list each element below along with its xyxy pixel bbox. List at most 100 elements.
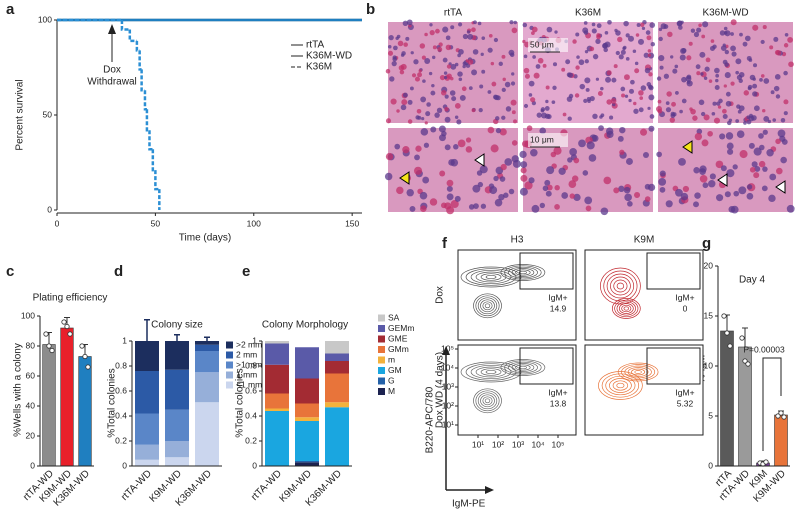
cell	[742, 41, 748, 47]
cell	[498, 193, 505, 201]
data-point	[739, 335, 745, 341]
data-point	[763, 459, 769, 465]
cell	[400, 104, 407, 111]
cell	[521, 140, 529, 148]
cell	[747, 86, 752, 91]
cell	[780, 117, 786, 123]
data-point	[781, 414, 787, 420]
contour	[484, 398, 491, 404]
y-axis-label: %Wells with a colony	[13, 343, 24, 437]
y-tick-label: 0	[708, 460, 713, 470]
cell	[617, 36, 623, 43]
cell	[481, 36, 486, 40]
bar-segment	[195, 344, 219, 351]
cell	[641, 26, 646, 31]
y-tick-label: 80	[26, 340, 36, 350]
bar	[42, 344, 56, 467]
cell	[627, 201, 633, 207]
cell	[736, 74, 743, 81]
contour	[609, 378, 632, 393]
cell	[401, 51, 406, 56]
cell	[493, 175, 499, 182]
cell	[679, 54, 686, 61]
legend-label: G	[388, 375, 395, 385]
cell	[753, 172, 760, 179]
gate	[519, 252, 574, 290]
bar-segment	[195, 351, 219, 373]
cell	[702, 182, 709, 189]
contour	[475, 271, 507, 283]
cell	[567, 157, 573, 163]
row-label: Dox	[435, 286, 446, 304]
arrowhead	[682, 140, 693, 154]
axis-arrow	[445, 352, 488, 491]
cell	[494, 198, 503, 207]
cell	[744, 35, 751, 42]
cell	[504, 81, 511, 88]
cell	[591, 28, 597, 34]
scale-bar-label: 50 μm	[530, 39, 554, 49]
cell	[658, 177, 667, 186]
gate	[519, 347, 574, 385]
cell	[624, 94, 629, 98]
cell	[665, 200, 673, 208]
annotation: Dox	[103, 65, 121, 76]
cell	[519, 187, 528, 196]
cell	[544, 106, 550, 111]
cell	[725, 132, 734, 140]
row-label: Dox WD (4 days)	[435, 352, 446, 428]
cell	[420, 128, 429, 136]
cell	[763, 116, 770, 122]
cell	[524, 181, 533, 190]
step-segment	[128, 29, 137, 43]
cell	[702, 21, 709, 28]
cell	[528, 93, 533, 97]
cell	[645, 30, 651, 35]
cell	[649, 114, 655, 119]
cell	[505, 106, 512, 112]
cell	[445, 35, 451, 41]
cell	[640, 22, 645, 28]
cell	[542, 185, 549, 192]
cell	[699, 174, 708, 183]
cell	[719, 30, 726, 36]
cell	[720, 45, 727, 52]
cell	[420, 96, 427, 103]
data-point	[82, 353, 88, 360]
step-segment	[140, 69, 145, 92]
cell	[533, 72, 540, 79]
cell	[465, 146, 473, 153]
cell	[450, 199, 459, 209]
cell	[624, 193, 632, 202]
contour	[611, 298, 641, 319]
gate-label: IgM+	[548, 387, 567, 397]
cell	[738, 186, 747, 195]
cell	[726, 120, 732, 126]
cell	[780, 156, 787, 164]
y-tick-label: 0.2	[245, 435, 257, 445]
cell	[603, 47, 608, 53]
cell	[413, 59, 419, 65]
annotation-arrowhead	[108, 24, 116, 34]
cell	[665, 101, 670, 106]
cell	[568, 93, 574, 99]
cell	[705, 57, 711, 63]
cell	[409, 86, 414, 91]
contour	[477, 392, 498, 410]
x-axis-label: IgM-PE	[452, 499, 486, 510]
y-tick-label: 0.6	[115, 385, 127, 395]
cell	[759, 77, 763, 82]
cell	[694, 192, 701, 199]
cell	[446, 64, 452, 69]
column-label: K36M	[575, 8, 601, 19]
contour	[623, 306, 629, 311]
cell	[625, 56, 630, 61]
contour	[507, 266, 538, 279]
cell	[575, 65, 580, 70]
cell	[493, 94, 500, 101]
cell	[663, 73, 670, 79]
x-tick-label: 10³	[512, 439, 524, 449]
y-tick-label: 0.4	[245, 410, 257, 420]
cell	[504, 158, 513, 166]
cell	[502, 77, 506, 82]
